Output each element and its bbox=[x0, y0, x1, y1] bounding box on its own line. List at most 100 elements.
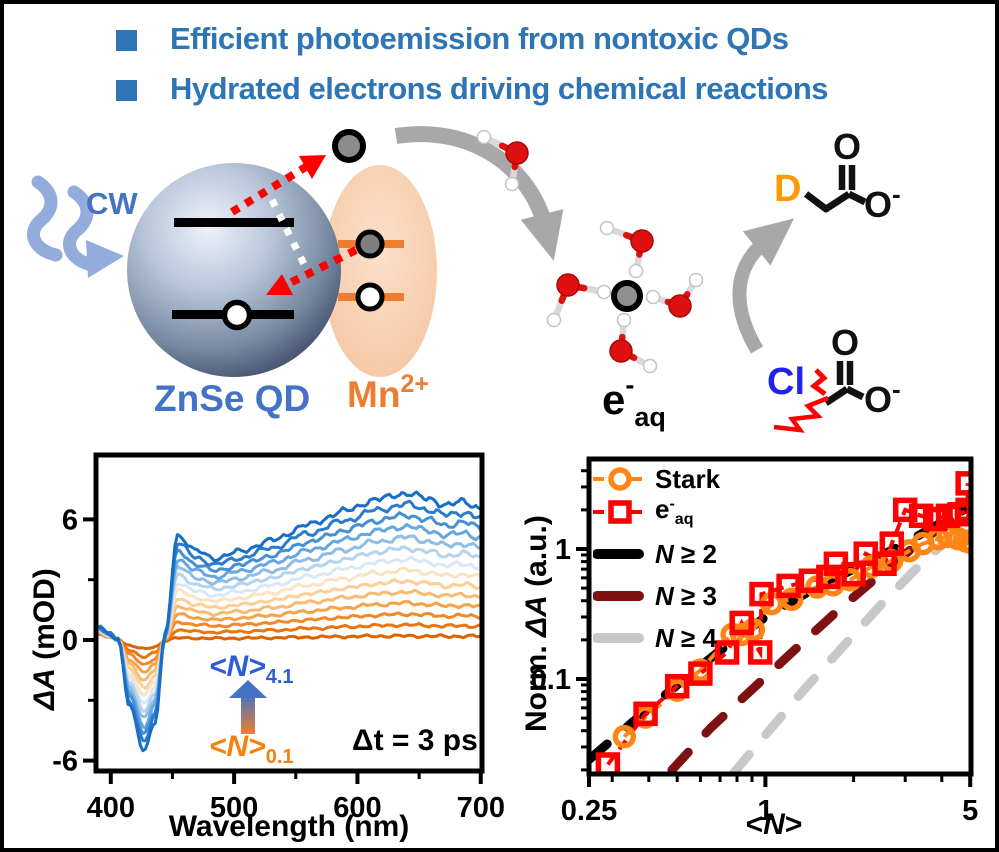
oxygen-atom-icon bbox=[505, 141, 529, 165]
hydrogen-atom-icon bbox=[616, 312, 632, 328]
mn-region bbox=[323, 165, 437, 377]
data-point bbox=[612, 724, 637, 749]
oxygen-label: O bbox=[864, 379, 892, 420]
data-point bbox=[688, 661, 713, 686]
cw-label: CW bbox=[86, 186, 138, 221]
hydrogen-atom-icon bbox=[476, 129, 492, 145]
bond bbox=[803, 191, 851, 213]
legend-item-n4: N ≥ 4 bbox=[593, 621, 717, 655]
cw-pump-arrow-icon bbox=[27, 175, 124, 278]
legend-label: e-aq bbox=[655, 493, 694, 529]
eaq-base: e bbox=[602, 376, 625, 423]
left-x-axis-title: Wavelength (nm) bbox=[168, 810, 410, 843]
y-tick-label: 0.1 bbox=[531, 664, 571, 696]
legend-label: N ≥ 4 bbox=[655, 623, 717, 653]
oxygen-label: O bbox=[831, 322, 859, 363]
qd-label: ZnSe QD bbox=[154, 378, 310, 419]
data-point bbox=[923, 506, 948, 532]
oxygen-atom-icon bbox=[556, 273, 580, 297]
product-acetate-d: D O O- bbox=[774, 126, 901, 225]
hydrogen-atom-icon bbox=[688, 272, 704, 288]
left-y-axis-title: ΔA (mOD) bbox=[28, 568, 62, 710]
photoemission-arrow-icon bbox=[229, 155, 326, 216]
delay-annotation: Δt = 3 ps bbox=[352, 724, 478, 757]
oxygen-atom-icon bbox=[668, 294, 692, 318]
water-cluster bbox=[476, 129, 704, 374]
y-title-rest: (mOD) bbox=[28, 568, 61, 669]
data-point bbox=[955, 497, 969, 523]
minus-sign: - bbox=[892, 374, 901, 404]
bond bbox=[847, 190, 867, 206]
hydrogen-atom-icon bbox=[596, 284, 612, 300]
x-tick-label: 600 bbox=[333, 792, 381, 824]
transfer-arrow-icon bbox=[394, 126, 564, 261]
mn-electron-icon bbox=[355, 229, 385, 259]
n3-line-icon bbox=[593, 591, 644, 601]
qd-hole-icon bbox=[221, 299, 253, 331]
n4-line-icon bbox=[593, 633, 644, 643]
ry-pre: Norm. bbox=[520, 636, 553, 732]
oxygen-label: O bbox=[864, 184, 892, 225]
hydrogen-atom-icon bbox=[504, 176, 520, 192]
bullet-square-icon bbox=[116, 80, 137, 101]
guide-line-N>=3 bbox=[667, 504, 969, 772]
bond bbox=[845, 385, 865, 401]
data-point bbox=[749, 581, 774, 607]
eaq-marker-icon bbox=[593, 500, 647, 524]
y-tick-label: 6 bbox=[62, 504, 78, 536]
eaq-label: e-aq bbox=[602, 370, 666, 432]
x-tick-label: 1 bbox=[757, 795, 773, 827]
ry-post: (a.u.) bbox=[520, 515, 553, 596]
axes: 0.25 1 5 1 0.1 bbox=[531, 456, 978, 827]
series-markers-Stark bbox=[612, 524, 969, 749]
oxygen-label: O bbox=[833, 126, 861, 167]
reaction-arrow-icon bbox=[732, 218, 795, 354]
carboxylate-label: O- bbox=[864, 374, 901, 420]
axes: 400 500 600 700 6 0 -6 bbox=[52, 452, 505, 824]
data-point bbox=[779, 587, 804, 612]
spectrum-curve bbox=[97, 490, 481, 753]
radical-squiggle-icon bbox=[773, 395, 829, 433]
eaq-sub: aq bbox=[634, 402, 666, 432]
water-molecule-icon bbox=[476, 129, 529, 192]
cl-atom-label: Cl bbox=[767, 361, 805, 403]
water-molecule-icon bbox=[546, 273, 612, 328]
headline-2: Hydrated electrons driving chemical reac… bbox=[170, 71, 829, 106]
data-point bbox=[908, 503, 934, 529]
x-tick-label: 5 bbox=[962, 795, 978, 827]
n-high-sub: 4.1 bbox=[265, 666, 294, 688]
qd-sphere bbox=[127, 163, 341, 377]
n-gradient-arrow-icon bbox=[229, 680, 267, 734]
oxygen-atom-icon bbox=[630, 229, 654, 253]
rx-pre: < bbox=[745, 808, 764, 841]
legend-label: Stark bbox=[655, 464, 721, 494]
y-tick-label: 0 bbox=[62, 625, 78, 657]
data-point bbox=[892, 497, 918, 523]
bond bbox=[824, 386, 849, 406]
hydrogen-atom-icon bbox=[645, 289, 661, 305]
legend-label: N ≥ 3 bbox=[655, 581, 717, 611]
transient-absorption-chart: 400 500 600 700 6 0 -6 bbox=[52, 452, 505, 824]
data-point bbox=[714, 640, 740, 665]
qd-level-upper bbox=[174, 218, 294, 227]
y-title-italic: ΔA bbox=[28, 668, 61, 710]
legend-label: N ≥ 2 bbox=[655, 539, 717, 569]
relaxation-dotted-arrow-icon bbox=[268, 198, 311, 272]
reactant-chloroacetate: Cl O O- bbox=[767, 322, 901, 433]
rx-main: N bbox=[763, 808, 785, 841]
data-point bbox=[955, 471, 969, 496]
plot-content bbox=[591, 471, 969, 772]
data-point bbox=[959, 531, 969, 555]
water-molecule-icon bbox=[599, 220, 654, 279]
d-atom-label: D bbox=[774, 168, 801, 210]
stark-marker-icon bbox=[593, 467, 647, 491]
hydrogen-atom-icon bbox=[599, 220, 615, 236]
hydrated-electron-icon bbox=[611, 280, 643, 312]
n-low-sub: 0.1 bbox=[265, 746, 294, 768]
spectra-series bbox=[97, 490, 481, 753]
y-tick-label: -6 bbox=[52, 746, 78, 778]
free-electron-icon bbox=[332, 129, 366, 163]
legend-item-n3: N ≥ 3 bbox=[593, 579, 717, 613]
water-molecule-icon bbox=[645, 272, 704, 318]
scheme-diagram: CW ZnSe QD Mn2+ bbox=[27, 126, 901, 433]
